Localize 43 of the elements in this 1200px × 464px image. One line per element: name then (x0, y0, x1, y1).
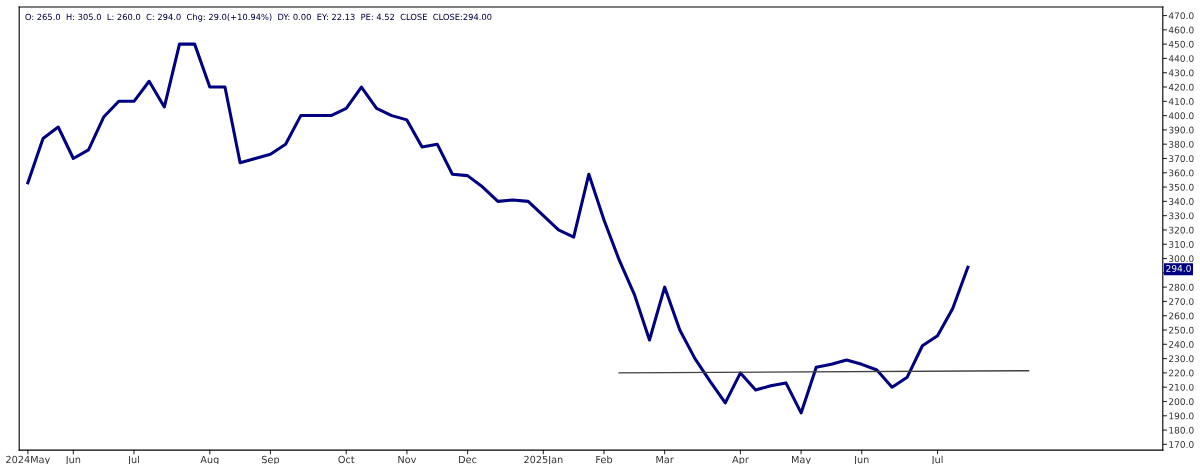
y-tick-label: 450.0 (1168, 40, 1194, 48)
x-tick-label: Jun (853, 455, 869, 464)
y-tick-label: 310.0 (1169, 240, 1194, 248)
y-tick-label: 370.0 (1169, 155, 1194, 163)
y-tick-label: 220.0 (1169, 369, 1194, 377)
x-tick-label: Dec (459, 455, 477, 464)
y-tick-label: 280.0 (1169, 283, 1194, 291)
y-tick-label: 230.0 (1169, 355, 1194, 363)
y-tick-label: 430.0 (1168, 69, 1194, 77)
y-tick-label: 400.0 (1168, 112, 1194, 120)
y-tick-label: 420.0 (1168, 83, 1194, 91)
x-tick-label: Jul (931, 455, 943, 464)
y-tick-label: 470.0 (1168, 12, 1194, 20)
x-tick-label: Nov (398, 455, 417, 464)
x-tick-label: Jun (65, 455, 81, 464)
x-tick-label: 2025Jan (524, 455, 563, 464)
y-tick-label: 210.0 (1169, 383, 1194, 391)
y-tick-label: 300.0 (1169, 255, 1194, 263)
y-tick-label: 200.0 (1169, 398, 1194, 406)
y-tick-label: 460.0 (1168, 26, 1194, 34)
y-tick-label: 240.0 (1169, 341, 1194, 348)
x-tick-label: Mar (656, 455, 674, 464)
y-tick-label: 170.0 (1169, 441, 1194, 448)
y-tick-label: 180.0 (1169, 426, 1194, 434)
y-tick-label: 190.0 (1169, 412, 1194, 420)
annotation: O: 265.0 H: 305.0 L: 260.0 C: 294.0 Chg: 29.0(+10.94%) DY: 0.00 EY: 22.13 PE: 4.52 CLOSE CLOSE:294.00 (25, 13, 492, 22)
y-tick-label: 410.0 (1168, 98, 1194, 105)
x-tick-label: Feb (596, 455, 613, 464)
text: 294.0 (1166, 264, 1191, 272)
y-tick-label: 380.0 (1169, 140, 1194, 148)
x-tick-label: Jul (127, 455, 139, 464)
y-tick-label: 250.0 (1169, 326, 1194, 334)
x-tick-label: Oct (338, 455, 355, 464)
y-tick-label: 330.0 (1169, 212, 1194, 220)
y-tick-label: 360.0 (1169, 169, 1194, 177)
y-tick-label: 320.0 (1169, 226, 1194, 234)
y-tick-label: 440.0 (1168, 55, 1194, 62)
y-tick-label: 390.0 (1169, 126, 1194, 134)
line-series (26, 42, 970, 415)
y-tick-label: 340.0 (1169, 198, 1194, 205)
y-tick-label: 260.0 (1169, 312, 1194, 320)
y-tick-label: 270.0 (1169, 298, 1194, 305)
y-tick-label: 350.0 (1169, 183, 1194, 191)
